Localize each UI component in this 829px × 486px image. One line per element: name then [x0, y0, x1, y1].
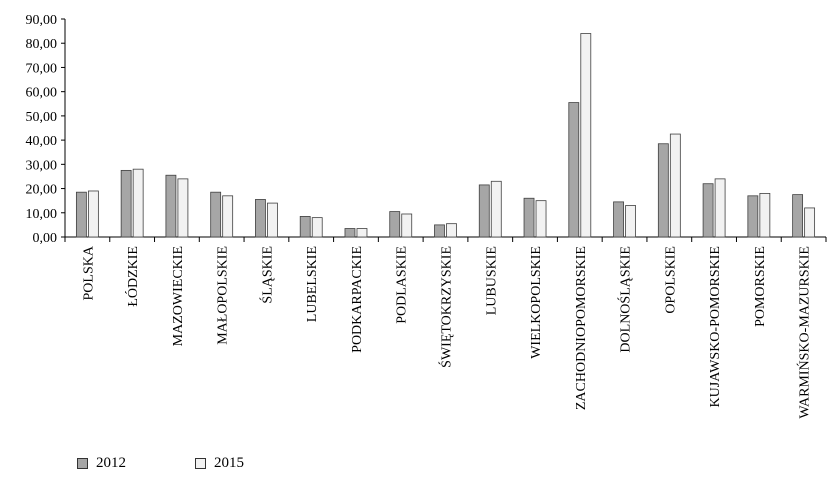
legend-swatch-2015	[195, 458, 206, 469]
bar-2015-małopolskie	[222, 195, 234, 238]
bar-2012-śląskie	[255, 199, 266, 238]
x-category-label: PODKARPACKIE	[350, 246, 365, 353]
bar-2015-lubelskie	[311, 217, 323, 238]
legend: 2012 2015	[77, 455, 313, 472]
legend-item-2012: 2012	[77, 455, 195, 472]
x-category-label: ŁÓDZKIE	[124, 246, 141, 307]
legend-label-2012: 2012	[96, 455, 126, 471]
bar-2015-wielkopolskie	[535, 200, 547, 238]
y-tick-label: 50,00	[26, 110, 58, 125]
y-tick-label: 60,00	[26, 86, 58, 101]
x-category-label: MAŁOPOLSKIE	[216, 246, 231, 345]
bar-2015-mazowieckie	[177, 178, 189, 238]
x-category-label: POMORSKIE	[753, 246, 768, 327]
y-tick-label: 30,00	[26, 158, 58, 173]
bar-2012-łódzkie	[120, 169, 132, 238]
bar-2015-lubuskie	[490, 180, 502, 238]
bar-2012-zachodniopomorskie	[568, 102, 580, 238]
bar-2015-łódzkie	[132, 168, 144, 238]
y-tick-label: 90,00	[26, 13, 58, 28]
legend-swatch-2012	[77, 458, 88, 469]
bar-2015-dolnośląskie	[625, 205, 636, 238]
bar-2015-opolskie	[669, 133, 681, 238]
x-category-label: DOLNOŚLĄSKIE	[617, 246, 634, 353]
bar-2012-opolskie	[657, 143, 669, 238]
bar-2015-śląskie	[267, 202, 278, 238]
x-category-label: ŚWIĘTOKRZYSKIE	[438, 246, 455, 368]
bar-2012-pomorskie	[747, 195, 759, 238]
bar-2015-świętokrzyskie	[446, 223, 457, 238]
bar-2012-małopolskie	[210, 191, 222, 238]
bar-2015-pomorskie	[759, 192, 771, 238]
bar-2012-kujawsko-pomorskie	[702, 183, 714, 238]
x-category-label: LUBELSKIE	[305, 246, 320, 322]
bar-2015-polska	[87, 190, 99, 238]
x-category-label: ZACHODNIOPOMORSKIE	[574, 246, 589, 410]
y-tick-label: 70,00	[26, 61, 58, 76]
bar-2012-lubelskie	[299, 216, 311, 238]
bar-2012-podkarpackie	[344, 228, 356, 238]
bar-2015-warmińsko-mazurskie	[804, 207, 816, 238]
bar-2012-świętokrzyskie	[434, 224, 445, 238]
bar-2012-warmińsko-mazurskie	[792, 194, 804, 238]
legend-item-2015: 2015	[195, 455, 313, 472]
legend-label-2015: 2015	[214, 455, 244, 471]
x-category-label: ŚLĄSKIE	[258, 246, 275, 304]
bar-2015-kujawsko-pomorskie	[714, 178, 726, 238]
x-category-label: WIELKOPOLSKIE	[529, 246, 544, 359]
y-tick-label: 80,00	[26, 37, 58, 52]
x-category-label: MAZOWIECKIE	[171, 246, 186, 346]
x-category-label: PODLASKIE	[395, 246, 410, 324]
bar-2012-wielkopolskie	[523, 197, 535, 238]
x-category-label: KUJAWSKO-POMORSKIE	[708, 246, 723, 407]
bar-2015-zachodniopomorskie	[580, 33, 592, 238]
bar-2012-polska	[75, 191, 87, 238]
y-tick-label: 0,00	[33, 231, 58, 246]
bar-2012-mazowieckie	[165, 174, 177, 238]
y-tick-label: 10,00	[26, 207, 58, 222]
y-tick-label: 20,00	[26, 183, 58, 198]
bar-2015-podlaskie	[401, 213, 413, 238]
x-category-label: POLSKA	[81, 245, 96, 300]
x-category-label: LUBUSKIE	[484, 246, 499, 315]
bar-2012-dolnośląskie	[613, 201, 624, 238]
y-tick-label: 40,00	[26, 134, 58, 149]
bar-2012-podlaskie	[389, 211, 401, 238]
bar-2012-lubuskie	[478, 184, 490, 238]
x-category-label: WARMIŃSKO-MAZURSKIE	[796, 246, 813, 419]
x-category-label: OPOLSKIE	[663, 246, 678, 314]
bar-2015-podkarpackie	[356, 228, 368, 238]
